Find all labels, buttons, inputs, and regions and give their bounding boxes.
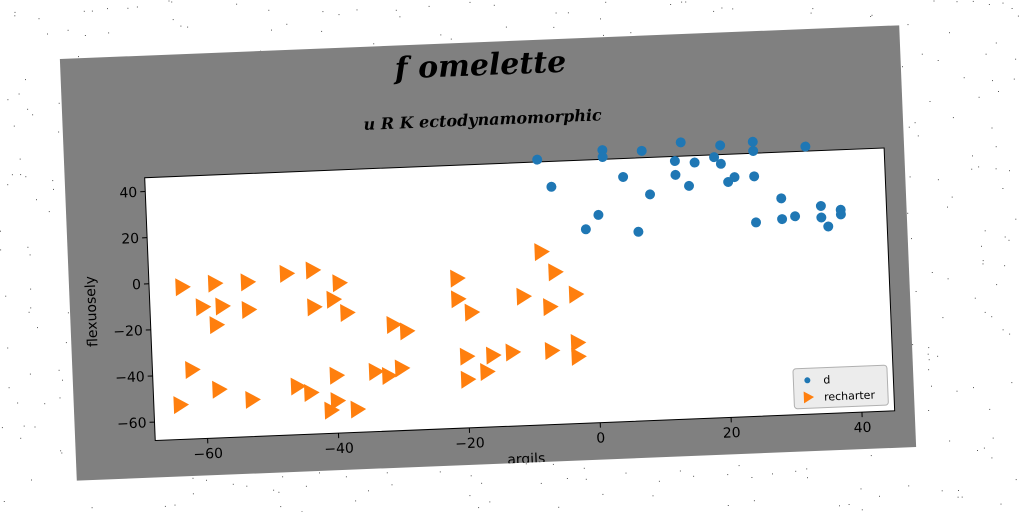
data-point-recharter [350,400,367,419]
data-point-recharter [241,301,258,320]
data-point-d [689,157,700,168]
legend-marker [804,377,811,384]
data-point-recharter [543,298,559,317]
data-point-d [749,171,760,182]
legend-marker [803,391,815,404]
x-tick-label: 0 [596,430,606,446]
data-point-recharter [173,396,190,415]
data-point-d [709,152,720,163]
data-point-d [715,158,726,169]
data-point-recharter [340,304,356,322]
data-point-recharter [240,273,257,292]
data-point-d [790,211,801,222]
data-point-recharter [394,359,411,378]
data-point-recharter [381,366,398,385]
data-point-recharter [485,346,502,365]
data-point-recharter [332,274,348,293]
data-point-recharter [307,298,323,317]
data-point-d [776,193,787,204]
data-point-d [645,189,656,200]
legend-box [792,364,889,410]
data-point-recharter [544,341,561,360]
data-point-d [670,169,681,180]
data-point-d [532,154,543,165]
x-tick-label: 40 [853,420,871,437]
data-point-recharter [305,261,322,280]
data-point-d [729,172,740,183]
data-point-recharter [459,347,476,366]
data-point-recharter [516,287,533,306]
data-point-d [618,171,629,182]
data-point-d [636,145,647,156]
data-point-recharter [480,363,496,382]
data-point-d [823,221,834,232]
data-point-recharter [571,347,587,366]
data-point-d [777,214,788,225]
data-point-d [593,209,604,220]
data-point-recharter [290,377,307,396]
x-tick-label: −40 [324,441,354,458]
y-tick-label: −60 [117,415,147,432]
data-point-recharter [534,243,550,262]
scatter-plot: −60 −40 −20 0 20 40−60−40−2002040argilsflexuo… [83,136,896,468]
data-point-recharter [568,285,585,304]
data-point-d [597,152,608,163]
data-point-recharter [324,401,340,420]
data-point-recharter [330,392,347,411]
y-tick-label: 0 [132,277,142,293]
data-point-recharter [209,316,226,335]
data-point-recharter [303,383,320,402]
data-point-d [715,140,726,151]
data-point-d [816,212,827,223]
x-tick-label: −20 [455,435,485,452]
data-point-d [684,180,695,191]
data-point-recharter [329,366,346,385]
y-axis-label: flexuosely [83,276,102,348]
data-point-d [748,145,759,156]
data-point-recharter [505,343,522,362]
x-tick-label: −60 [193,446,223,463]
data-point-recharter [195,298,212,317]
legend-label: d [823,373,831,386]
data-point-recharter [368,362,385,381]
data-point-d [815,200,826,211]
data-point-recharter [185,361,201,380]
chart-figure: f omelette u R K ectodynamomorphic −60 −4… [59,25,917,481]
data-point-recharter [215,297,231,316]
data-point-d [835,209,846,220]
data-point-recharter [207,274,224,293]
data-point-recharter [326,290,343,309]
data-point-recharter [548,263,564,282]
data-point-recharter [464,303,481,322]
data-point-d [747,136,758,147]
y-tick-label: 40 [119,185,137,202]
data-point-d [751,217,762,228]
data-point-recharter [279,264,296,283]
data-point-d [800,141,811,152]
data-point-recharter [386,316,403,334]
data-point-d [669,156,680,167]
data-point-d [580,224,591,235]
data-point-d [546,181,557,192]
data-point-d [633,226,644,237]
data-point-recharter [460,370,477,389]
y-tick-label: −20 [113,323,143,340]
data-point-d [675,137,686,148]
data-point-recharter [245,390,261,409]
data-point-recharter [450,290,467,309]
y-tick-label: −40 [115,369,145,386]
y-tick-label: 20 [121,231,139,248]
data-point-recharter [570,334,587,352]
data-point-recharter [399,322,416,341]
legend-label: recharter [824,389,876,404]
data-point-recharter [175,278,191,297]
data-point-recharter [212,380,228,399]
data-point-recharter [450,269,466,288]
x-tick-label: 20 [722,425,740,442]
